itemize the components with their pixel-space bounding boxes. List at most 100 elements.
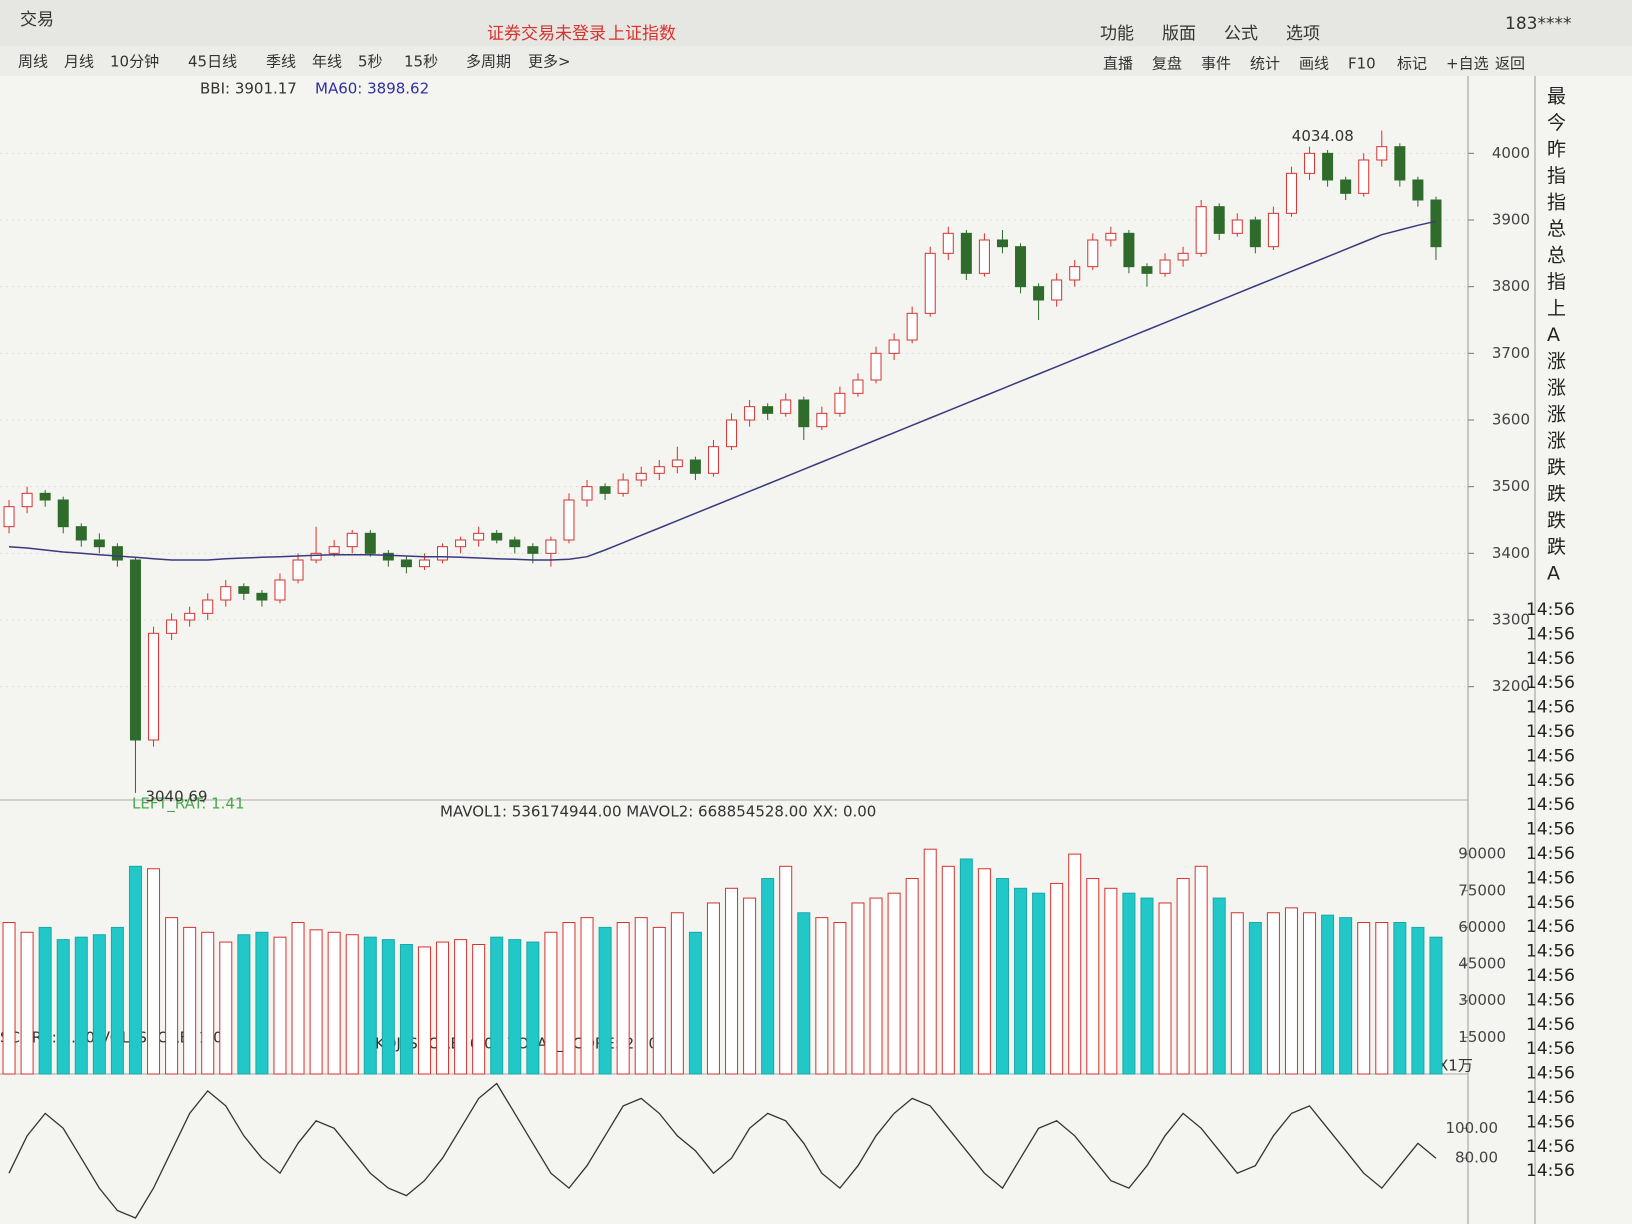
- kdj-panel: [8, 1082, 1437, 1219]
- trade-time: 14:56: [1526, 722, 1575, 742]
- volume-bar: [1375, 922, 1389, 1075]
- candle-body: [400, 559, 412, 568]
- period-tab[interactable]: 45日线: [188, 53, 237, 71]
- menu-item[interactable]: 功能: [1100, 24, 1134, 44]
- side-label: 涨: [1547, 351, 1566, 373]
- candle-body: [726, 419, 738, 448]
- tool-tab[interactable]: 复盘: [1152, 55, 1182, 73]
- candle-body: [978, 239, 990, 274]
- trade-time: 14:56: [1526, 1161, 1575, 1181]
- volume-bar: [74, 936, 88, 1075]
- candle-body: [437, 546, 449, 561]
- side-label: 上: [1547, 298, 1566, 320]
- candle-body: [834, 392, 846, 414]
- trade-time: 14:56: [1526, 844, 1575, 864]
- high-label: 4034.08: [1292, 127, 1354, 145]
- menu-item[interactable]: 公式: [1224, 24, 1258, 44]
- candle-body: [599, 486, 611, 494]
- candle-body: [1015, 246, 1027, 288]
- price-tick-label: 3900: [1492, 211, 1530, 229]
- candle-body: [563, 499, 575, 541]
- menu-item[interactable]: 选项: [1286, 24, 1320, 44]
- trade-time: 14:56: [1526, 649, 1575, 669]
- volume-bar: [851, 902, 865, 1075]
- login-status[interactable]: 证券交易未登录: [487, 24, 606, 44]
- side-label: 指: [1547, 165, 1566, 187]
- candle-body: [1267, 212, 1279, 248]
- candle-body: [1358, 159, 1370, 194]
- volume-tick-label: 15000: [1458, 1028, 1506, 1046]
- left-rat: LEFT_RAT: 1.41: [132, 795, 245, 814]
- trade-time: 14:56: [1526, 1088, 1575, 1108]
- tool-tab[interactable]: F10: [1348, 55, 1376, 73]
- trade-time: 14:56: [1526, 893, 1575, 913]
- volume-tick-label: 45000: [1458, 955, 1506, 973]
- candle-body: [888, 339, 900, 354]
- candle-body: [1340, 179, 1352, 194]
- tool-tab[interactable]: 画线: [1299, 55, 1329, 73]
- candle-body: [1033, 286, 1045, 301]
- candle-body: [671, 459, 683, 468]
- volume-bar: [1140, 897, 1154, 1075]
- trade-time: 14:56: [1526, 1039, 1575, 1059]
- index-name: 上证指数: [608, 24, 676, 44]
- price-tick-label: 3600: [1492, 411, 1530, 429]
- candle-body: [707, 446, 719, 474]
- trade-time: 14:56: [1526, 795, 1575, 815]
- period-tab[interactable]: 年线: [312, 53, 342, 71]
- period-tab[interactable]: 多周期: [466, 53, 511, 71]
- period-tab[interactable]: 月线: [64, 53, 94, 71]
- volume-bar: [634, 917, 648, 1075]
- period-tab[interactable]: 季线: [266, 53, 296, 71]
- side-label: 跌: [1547, 536, 1566, 558]
- volume-bar: [38, 926, 52, 1075]
- volume-bar: [147, 868, 161, 1075]
- side-label: A: [1547, 563, 1560, 585]
- period-tab[interactable]: 周线: [18, 53, 48, 71]
- volume-bar: [309, 929, 323, 1075]
- tool-tab[interactable]: +自选: [1446, 55, 1489, 73]
- volume-bar: [490, 936, 504, 1075]
- candle-body: [1285, 172, 1297, 214]
- volume-bar: [20, 931, 34, 1075]
- volume-bar: [1086, 878, 1100, 1075]
- volume-bar: [219, 941, 233, 1075]
- candle-body: [1069, 266, 1081, 281]
- trade-time: 14:56: [1526, 600, 1575, 620]
- tool-tab[interactable]: 返回: [1495, 55, 1525, 73]
- account: 183****: [1505, 14, 1571, 34]
- volume-bar: [688, 931, 702, 1075]
- tool-tab[interactable]: 统计: [1250, 55, 1280, 73]
- candle-body: [1087, 239, 1099, 268]
- volume-tick-label: 30000: [1458, 991, 1506, 1009]
- volume-bar: [869, 897, 883, 1075]
- candle-body: [996, 239, 1008, 248]
- period-tab[interactable]: 10分钟: [110, 53, 159, 71]
- price-tick-label: 4000: [1492, 144, 1530, 162]
- price-tick-label: 3200: [1492, 677, 1530, 695]
- volume-bar: [1339, 917, 1353, 1075]
- candle-body: [382, 552, 394, 561]
- candle-body: [166, 619, 178, 634]
- tool-tab[interactable]: 直播: [1103, 55, 1133, 73]
- candle-body: [1249, 219, 1261, 248]
- trade-time: 14:56: [1526, 624, 1575, 644]
- period-tab[interactable]: 5秒: [358, 53, 383, 71]
- k-line: [8, 1082, 1437, 1219]
- tool-tab[interactable]: 标记: [1397, 55, 1427, 73]
- tool-tab[interactable]: 事件: [1201, 55, 1231, 73]
- side-label: 总: [1547, 218, 1566, 240]
- candle-body: [418, 559, 430, 568]
- menu-item[interactable]: 版面: [1162, 24, 1196, 44]
- volume-bar: [725, 887, 739, 1075]
- period-tab[interactable]: 15秒: [404, 53, 438, 71]
- volume-bar: [363, 936, 377, 1075]
- candle-body: [798, 399, 810, 428]
- period-tab[interactable]: 更多>: [528, 53, 571, 71]
- side-label: 涨: [1547, 404, 1566, 426]
- ma60-value: MA60: 3898.62: [315, 80, 429, 98]
- candle-body: [1195, 206, 1207, 254]
- volume-bar: [959, 858, 973, 1075]
- volume-bar: [670, 912, 684, 1075]
